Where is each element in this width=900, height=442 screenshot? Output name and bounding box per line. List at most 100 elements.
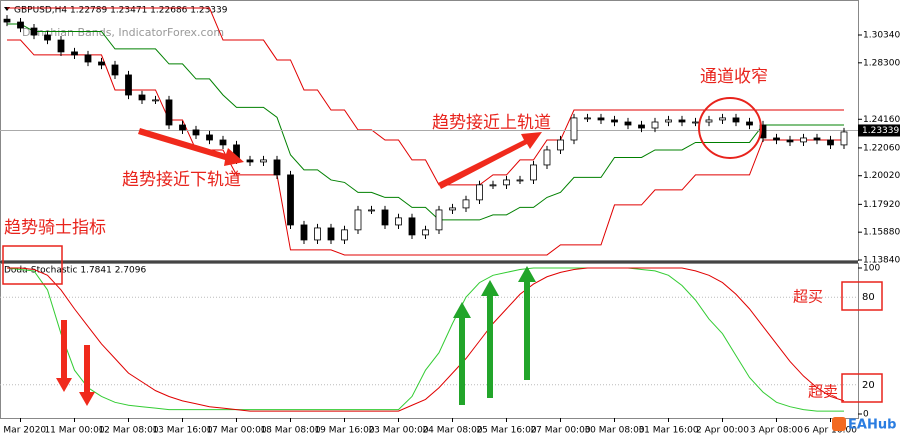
candle-body — [800, 137, 807, 143]
candle-body — [300, 224, 308, 241]
candle-body — [786, 139, 794, 143]
candle-body — [692, 121, 699, 124]
y-tick-label: 1.28300 — [863, 58, 900, 68]
annotation: 通道收窄 — [700, 67, 768, 87]
x-tick-label: 13 Mar 16:00 — [152, 426, 212, 436]
candle-body — [219, 139, 227, 146]
candle-body — [530, 164, 537, 181]
candle-body — [543, 149, 551, 166]
x-tick-label: 17 Mar 00:00 — [206, 426, 266, 436]
candle-body — [287, 174, 294, 226]
x-tick-label: 18 Mar 08:00 — [260, 426, 320, 436]
candle-body — [651, 121, 659, 129]
squeeze-circle — [698, 97, 762, 159]
candle-body — [206, 134, 213, 141]
annotation: 趋势接近上轨道 — [432, 113, 551, 133]
candle-body — [57, 39, 65, 53]
candle-body — [449, 207, 456, 211]
candle-body — [395, 217, 402, 226]
stochastic-line — [7, 267, 845, 412]
candle-body — [638, 124, 645, 129]
level-label: 20 — [862, 380, 875, 391]
candle-body — [719, 117, 726, 121]
x-tick-label: 31 Mar 16:00 — [638, 426, 698, 436]
candle-body — [408, 217, 416, 236]
y-tick-label: 1.20020 — [863, 171, 900, 181]
candle-body — [98, 61, 105, 66]
annotation: 超买 — [793, 288, 823, 306]
candle-body — [314, 227, 321, 241]
indicator-title: Doda-Stochastic 1.7841 2.7096 — [4, 266, 146, 276]
indicator-panel — [0, 263, 859, 419]
candle-body — [422, 229, 429, 236]
channel-line — [7, 23, 844, 221]
x-tick-label: 12 Mar 08:00 — [98, 426, 158, 436]
candle-body — [773, 137, 780, 141]
candle-body — [516, 179, 524, 182]
candle-body — [827, 139, 834, 146]
candle-body — [368, 209, 375, 212]
y-tick-label: 1.15880 — [863, 228, 900, 238]
x-tick-label: 19 Mar 16:00 — [314, 426, 374, 436]
candle-body — [678, 119, 686, 123]
chart-title: GBPUSD,H4 1.22789 1.23471 1.22686 1.2333… — [14, 6, 228, 16]
candle-body — [597, 117, 605, 121]
candle-body — [503, 179, 510, 186]
green-arrow — [453, 302, 471, 405]
x-tick-label: 25 Mar 16:00 — [476, 426, 536, 436]
x-tick-label: 6 Apr 16:00 — [804, 426, 857, 436]
channel-line — [7, 39, 844, 256]
logo-icon — [832, 417, 846, 431]
candle-body — [341, 229, 348, 241]
candle-body — [840, 131, 848, 146]
candle-body — [435, 209, 443, 231]
candle-body — [71, 51, 78, 56]
candle-body — [273, 159, 281, 176]
x-tick-label: 30 Mar 08:00 — [584, 426, 644, 436]
candle-body — [192, 129, 200, 136]
candle-body — [732, 117, 740, 123]
x-tick-label: 24 Mar 08:00 — [422, 426, 482, 436]
stochastic-line — [6, 267, 844, 412]
candle-body — [462, 199, 470, 209]
candle-body — [111, 64, 119, 76]
level-label: 80 — [862, 292, 875, 303]
candle-body — [260, 159, 267, 163]
candle-body — [665, 119, 672, 123]
candle-body — [17, 21, 24, 29]
y-tick-label: 0 — [863, 410, 869, 420]
annotation: 趋势骑士指标 — [4, 218, 106, 238]
watermark: Donchian Bands, IndicatorForex.com — [22, 26, 224, 39]
candle-body — [152, 99, 159, 102]
candle-body — [584, 117, 591, 120]
annotation: 超卖 — [808, 383, 838, 401]
x-tick-label: 11 Mar 00:00 — [44, 426, 104, 436]
candle-body — [246, 159, 254, 163]
red-arrow — [56, 320, 72, 392]
indicator-box — [2, 245, 63, 285]
x-tick-label: 27 Mar 00:00 — [530, 426, 590, 436]
y-tick-label: 1.17920 — [863, 200, 900, 210]
candle-body — [179, 124, 186, 131]
candle-body — [327, 227, 335, 241]
last-price-box — [858, 124, 900, 137]
candle-body — [30, 27, 38, 36]
candle-body — [705, 119, 713, 123]
x-tick-label: 2 Apr 00:00 — [696, 426, 749, 436]
level-box — [841, 373, 883, 403]
candle-body — [476, 184, 483, 201]
candle-body — [84, 54, 92, 63]
red-arrow — [79, 345, 95, 406]
y-tick-label: 1.22060 — [863, 143, 900, 153]
candle-body — [746, 121, 753, 126]
x-tick-label: 23 Mar 00:00 — [368, 426, 428, 436]
x-tick-label: 9 Mar 2020 — [0, 426, 46, 436]
candle-body — [813, 137, 821, 141]
annotation: 趋势接近下轨道 — [122, 170, 241, 190]
red-arrow — [138, 128, 244, 166]
candle-body — [557, 139, 564, 151]
candle-body — [570, 117, 578, 141]
green-arrow — [518, 266, 536, 380]
